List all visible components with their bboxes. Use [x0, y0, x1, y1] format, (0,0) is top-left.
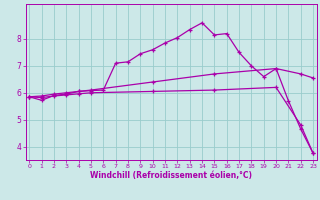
X-axis label: Windchill (Refroidissement éolien,°C): Windchill (Refroidissement éolien,°C)	[90, 171, 252, 180]
